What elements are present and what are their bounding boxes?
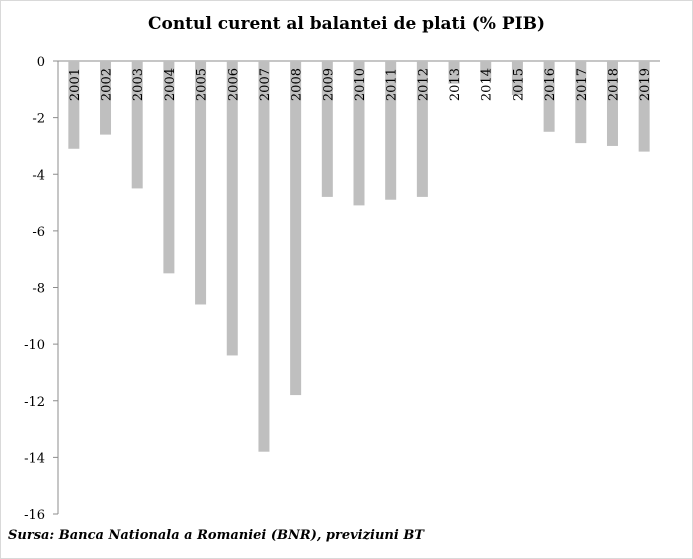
bar (511, 61, 523, 95)
bar (353, 61, 365, 206)
x-category-label: 2006 (226, 68, 241, 101)
x-category-label: 2008 (290, 68, 305, 101)
bar (416, 61, 428, 197)
y-tick-label: -4 (32, 168, 45, 183)
x-category-label: 2018 (606, 68, 621, 101)
bar (68, 61, 80, 149)
x-category-label: 2019 (638, 68, 653, 101)
bar (163, 61, 175, 274)
x-category-label: 2017 (575, 68, 590, 101)
y-tick-label: -2 (32, 112, 45, 127)
chart-title: Contul curent al balantei de plati (% PI… (147, 14, 546, 34)
y-tick-label: -6 (32, 225, 45, 240)
y-tick-label: -8 (32, 282, 45, 297)
y-tick-label: -12 (24, 395, 45, 410)
bar (385, 61, 397, 200)
x-category-label: 2004 (163, 68, 178, 101)
x-category-label: 2003 (131, 68, 146, 101)
bar (543, 61, 555, 132)
x-category-label: 2002 (100, 68, 115, 101)
x-category-label: 2007 (258, 68, 273, 101)
bar (321, 61, 333, 197)
y-tick-label: -16 (24, 508, 45, 523)
bar (258, 61, 270, 452)
x-category-label: 2014 (480, 68, 495, 101)
bar (575, 61, 587, 144)
x-category-label: 2001 (68, 68, 83, 101)
y-tick-label: -14 (24, 451, 45, 466)
x-category-label: 2015 (511, 68, 526, 101)
bar (290, 61, 302, 396)
y-tick-label: 0 (37, 55, 45, 70)
bar (226, 61, 238, 356)
bar (131, 61, 143, 189)
bar (480, 61, 492, 81)
x-category-label: 2011 (385, 68, 400, 101)
bar (100, 61, 112, 135)
bar (195, 61, 207, 305)
bar (638, 61, 650, 152)
x-category-label: 2013 (448, 68, 463, 101)
y-tick-label: -10 (24, 338, 45, 353)
bar (606, 61, 618, 146)
x-category-label: 2010 (353, 68, 368, 101)
source-note: Sursa: Banca Nationala a Romaniei (BNR),… (8, 528, 424, 543)
x-category-label: 2009 (321, 68, 336, 101)
x-category-label: 2016 (543, 68, 558, 101)
x-category-label: 2005 (195, 68, 210, 101)
x-category-label: 2012 (416, 68, 431, 101)
bar (448, 61, 460, 84)
